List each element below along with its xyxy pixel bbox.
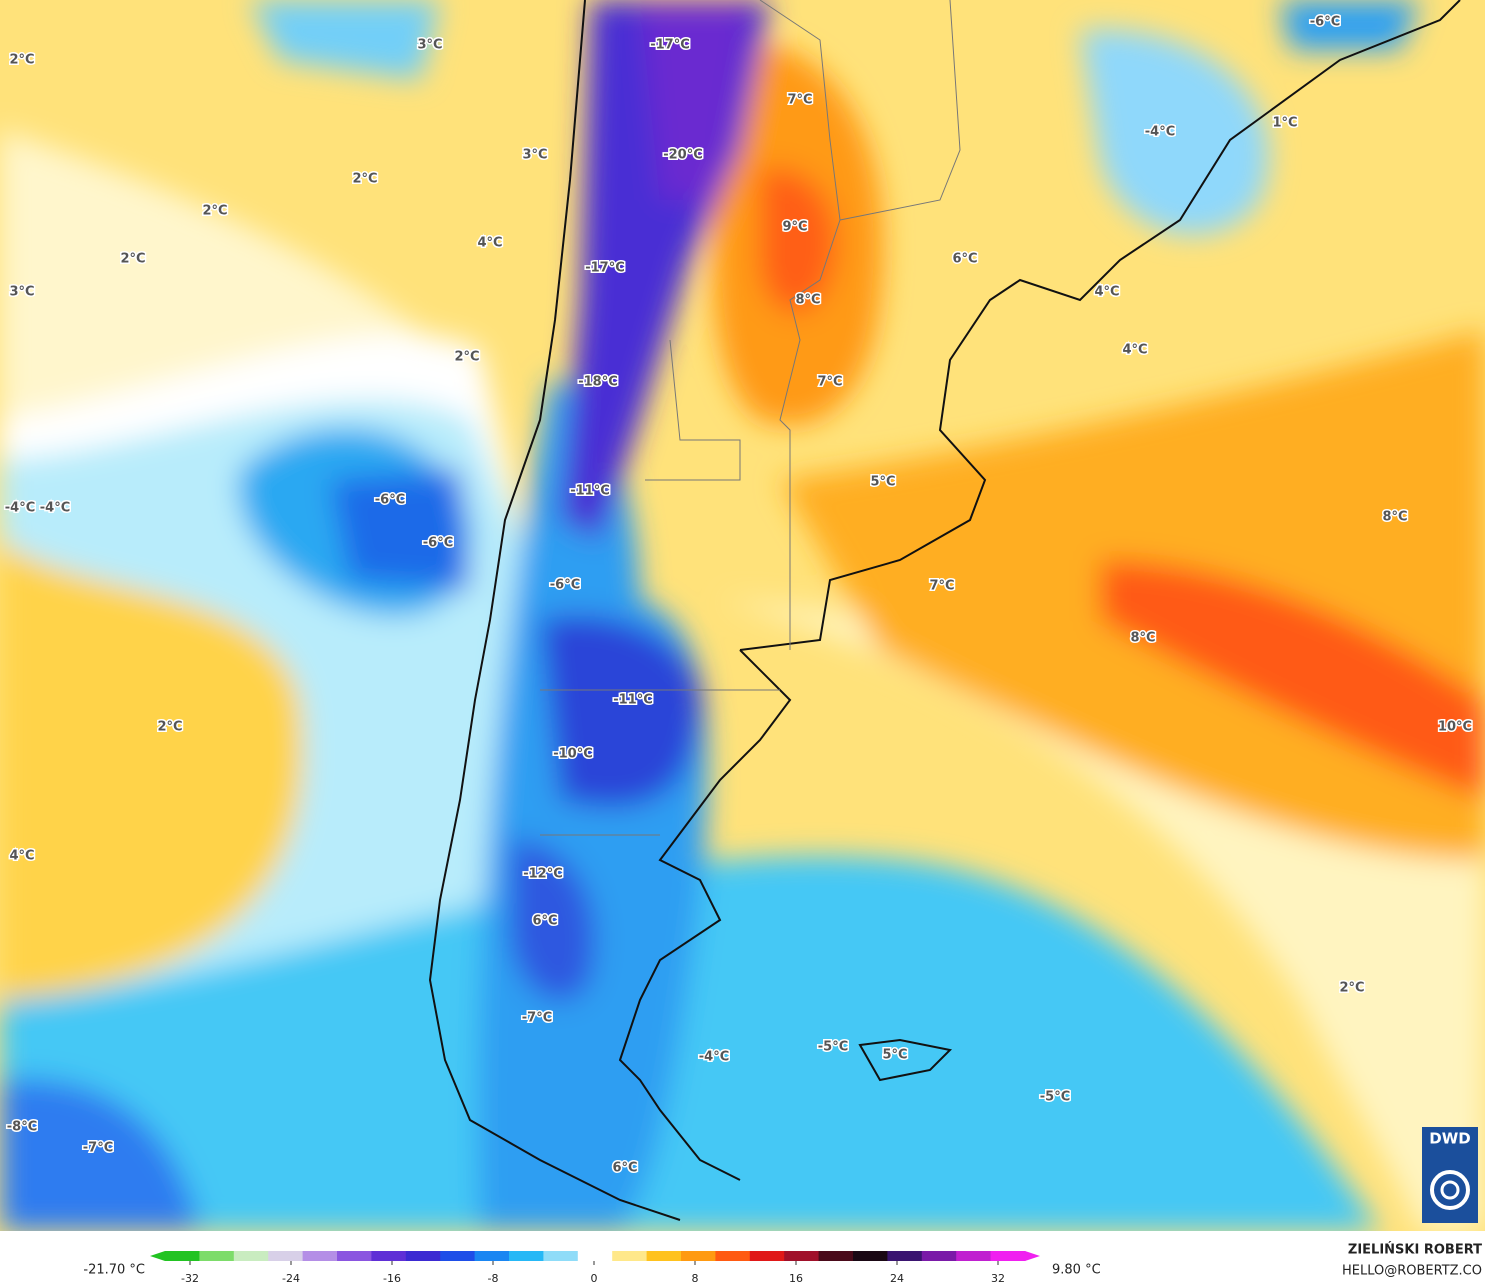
temperature-label: 4°C (1122, 343, 1147, 358)
colorbar-swatch (371, 1251, 407, 1261)
temperature-label: -10°C (553, 747, 593, 762)
colorbar-swatch (784, 1251, 820, 1261)
colorbar-swatch (543, 1251, 579, 1261)
colorbar-tick-label: -32 (181, 1272, 199, 1285)
colorbar-swatch (887, 1251, 923, 1261)
borders (540, 0, 961, 836)
temperature-label: 8°C (795, 293, 820, 308)
colorbar-swatch (199, 1251, 235, 1261)
colorbar-tick-label: 8 (692, 1272, 699, 1285)
colorbar-swatch (612, 1251, 648, 1261)
temperature-label: 2°C (157, 720, 182, 735)
temperature-label: -6°C (1310, 15, 1340, 30)
colorbar-swatch (646, 1251, 682, 1261)
temperature-label: -18°C (578, 375, 618, 390)
temperature-label: 6°C (532, 914, 557, 929)
temperature-label: 3°C (417, 38, 442, 53)
colorbar-swatch (853, 1251, 888, 1261)
colorbar-end (150, 1251, 165, 1261)
temperature-label: 4°C (1094, 285, 1119, 300)
temperature-label: 5°C (882, 1048, 907, 1063)
temperature-label: 2°C (454, 350, 479, 365)
temperature-label: -8°C (7, 1120, 37, 1135)
colorbar-swatch (474, 1251, 510, 1261)
temperature-label: 3°C (522, 148, 547, 163)
colorbar-tick-label: 32 (991, 1272, 1005, 1285)
temperature-label: -12°C (523, 867, 563, 882)
temperature-label: 6°C (612, 1161, 637, 1176)
temperature-label: -4°C (1145, 125, 1175, 140)
colorbar-tick-label: -8 (488, 1272, 499, 1285)
temperature-label: -11°C (570, 484, 610, 499)
temperature-label: 7°C (817, 375, 842, 390)
colorbar-swatch (921, 1251, 957, 1261)
colorbar-tick-label: 16 (789, 1272, 803, 1285)
min-label: -21.70 °C (83, 1263, 145, 1278)
colorbar-tick-label: 24 (890, 1272, 904, 1285)
temperature-field (0, 0, 1485, 1231)
colorbar-swatch (715, 1251, 751, 1261)
logo-text: DWD (1429, 1130, 1470, 1148)
temperature-label: 1°C (1272, 116, 1297, 131)
temperature-label: 6°C (952, 252, 977, 267)
colorbar-tick-label: -16 (383, 1272, 401, 1285)
colorbar-swatch (509, 1251, 544, 1261)
temperature-label: -4°C (40, 501, 70, 516)
temperature-label: -4°C (5, 501, 35, 516)
temperature-label: 9°C (782, 220, 807, 235)
temperature-label: 8°C (1382, 510, 1407, 525)
temperature-label: 2°C (352, 172, 377, 187)
colorbar-tick-label: 0 (591, 1272, 598, 1285)
temperature-label: -6°C (423, 536, 453, 551)
colorbar-swatch (440, 1251, 476, 1261)
colorbar-swatch (165, 1251, 200, 1261)
temperature-label: 5°C (870, 475, 895, 490)
colorbar-swatch (405, 1251, 441, 1261)
temperature-label: 7°C (929, 579, 954, 594)
colorbar-swatch (337, 1251, 372, 1261)
temperature-label: 2°C (202, 204, 227, 219)
temperature-label: 2°C (9, 53, 34, 68)
temperature-label: -11°C (613, 693, 653, 708)
temperature-label: -17°C (585, 261, 625, 276)
temperature-label: -4°C (699, 1050, 729, 1065)
temperature-label: 10°C (1438, 720, 1472, 735)
temperature-label: -5°C (818, 1040, 848, 1055)
colorbar-swatch (268, 1251, 304, 1261)
colorbar-swatch (818, 1251, 854, 1261)
temperature-label: 2°C (1339, 981, 1364, 996)
temperature-label: -5°C (1040, 1090, 1070, 1105)
temperature-label: 2°C (120, 252, 145, 267)
colorbar-swatch (749, 1251, 785, 1261)
colorbar-swatch (681, 1251, 716, 1261)
temperature-label: 8°C (1130, 631, 1155, 646)
temperature-label: 4°C (477, 236, 502, 251)
temperature-label: -6°C (375, 493, 405, 508)
colorbar-swatch (302, 1251, 338, 1261)
temperature-label: -6°C (550, 578, 580, 593)
temperature-label: 4°C (9, 849, 34, 864)
max-label: 9.80 °C (1052, 1263, 1101, 1278)
temperature-label: 3°C (9, 285, 34, 300)
email: HELLO@ROBERTZ.CO (1342, 1264, 1482, 1279)
colorbar-swatch (233, 1251, 269, 1261)
colorbar-swatch (990, 1251, 1026, 1261)
colorbar-end (1025, 1251, 1040, 1261)
temperature-label: -17°C (650, 38, 690, 53)
temperature-label: 7°C (787, 93, 812, 108)
colorbar-swatch (956, 1251, 992, 1261)
temperature-label: -20°C (663, 148, 703, 163)
colorbar-tick-label: -24 (282, 1272, 300, 1285)
temperature-label: -7°C (83, 1141, 113, 1156)
temperature-label: -7°C (522, 1011, 552, 1026)
author: ZIELIŃSKI ROBERT (1348, 1242, 1482, 1258)
coastline (428, 0, 1461, 1221)
colorbar-swatch (577, 1251, 613, 1261)
dwd-logo: DWD (1422, 1127, 1478, 1223)
